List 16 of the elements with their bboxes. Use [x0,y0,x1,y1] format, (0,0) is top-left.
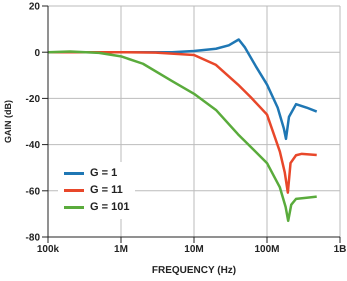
x-tick-label: 1M [114,244,128,256]
y-tick-label: -20 [26,94,40,105]
y-tick-label: -60 [26,186,40,198]
legend-label: G = 1 [90,166,118,181]
y-tick-label: 0 [34,48,40,59]
y-tick-label: -80 [26,232,40,244]
y-tick-label: -40 [26,140,40,152]
x-axis-title: FREQUENCY (Hz) [152,265,236,276]
x-tick-label: 100k [36,244,60,256]
y-tick-label: 20 [28,2,40,13]
x-tick-label: 10M [184,244,204,256]
legend-label: G = 101 [90,200,130,215]
x-tick-label: 100M [254,244,280,256]
legend-label: G = 11 [90,183,123,198]
y-axis-title: GAIN (dB) [3,100,14,143]
x-tick-label: 1B [334,244,346,256]
